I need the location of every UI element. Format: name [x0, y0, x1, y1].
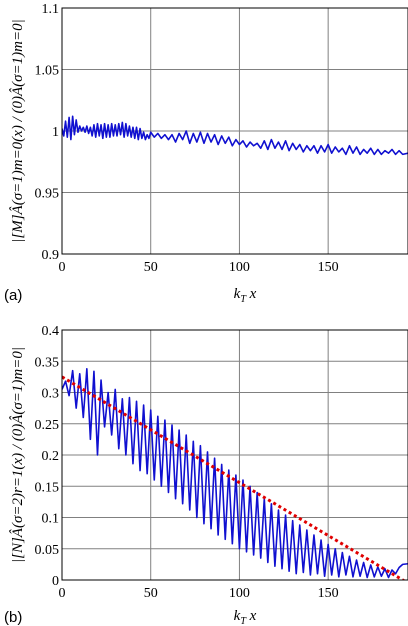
- y-tick-label: 0.4: [42, 324, 60, 339]
- trend-line: [62, 375, 406, 580]
- y-tick-label: 0: [52, 574, 59, 589]
- y-axis-label: |[N]Â(σ=2)r=1(x) / (0)Â(σ=1)m=0|: [9, 347, 26, 563]
- x-tick-label: 150: [318, 586, 339, 601]
- y-tick-label: 0.35: [35, 355, 60, 370]
- y-tick-label: 0.05: [35, 543, 60, 558]
- data-line: [62, 367, 408, 579]
- chart-panel-b: 0 50 100 150 0 0.05 0.1 0.15 0.2 0.25 0.3 0.35 0.4 kT…: [4, 324, 408, 626]
- x-tick-label: 50: [144, 586, 158, 601]
- y-tick-label: 0.25: [35, 418, 60, 433]
- y-tick-label: 0.2: [42, 449, 60, 464]
- y-tick-label: 1.1: [42, 2, 60, 17]
- y-tick-label: 1.05: [35, 64, 60, 79]
- x-axis-label: kT x: [234, 608, 257, 626]
- plot-frame: [61, 7, 408, 255]
- y-tick-label: 0.3: [42, 387, 60, 402]
- x-tick-label: 0: [59, 260, 66, 275]
- y-tick-label: 0.95: [35, 187, 60, 202]
- x-tick-label: 0: [59, 586, 66, 601]
- data-line: [62, 115, 408, 156]
- x-tick-label: 100: [229, 586, 250, 601]
- x-tick-label: 50: [144, 260, 158, 275]
- y-tick-label: 0.1: [42, 512, 60, 527]
- x-tick-label: 150: [318, 260, 339, 275]
- plot-frame: [61, 329, 408, 581]
- y-tick-label: 1: [52, 125, 59, 140]
- panel-label: (a): [4, 287, 22, 304]
- x-tick-label: 100: [229, 260, 250, 275]
- y-tick-label: 0.15: [35, 480, 60, 495]
- panel-label: (b): [4, 609, 22, 626]
- y-tick-label: 0.9: [42, 248, 60, 263]
- chart-panel-a: 0 50 100 150 0.9 0.95 1 1.05 1.1 kT x |[M]Â(σ=1)m=…: [4, 2, 408, 305]
- y-axis-label: |[M]Â(σ=1)m=0(x) / (0)Â(σ=1)m=0|: [9, 19, 26, 242]
- x-axis-label: kT x: [234, 286, 257, 305]
